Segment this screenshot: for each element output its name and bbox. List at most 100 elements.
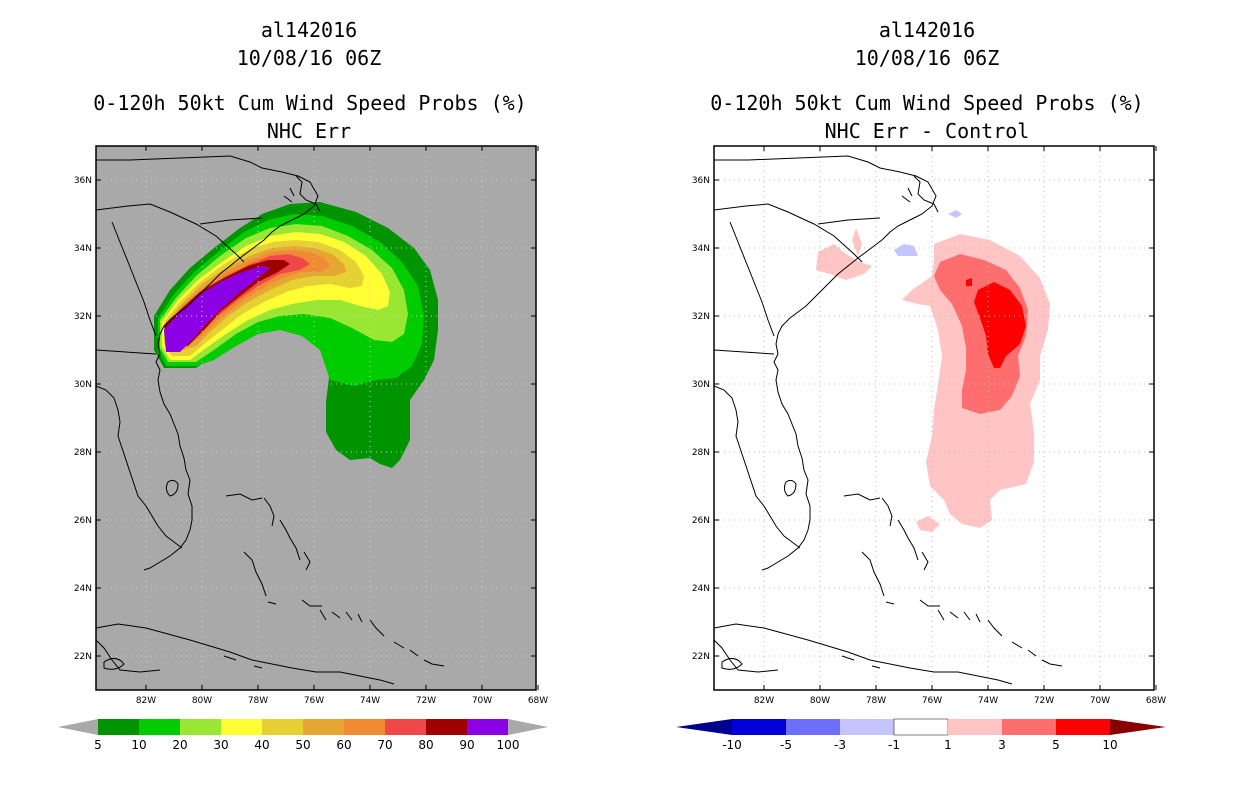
- left-datetime: 10/08/16 06Z: [236, 46, 382, 70]
- lat-label: 28N: [74, 448, 92, 458]
- lat-label: 32N: [74, 312, 92, 322]
- lon-label: 82W: [754, 696, 774, 706]
- colorbar-label: -10: [722, 738, 742, 752]
- colorbar-swatch: [180, 719, 221, 735]
- lat-label: 22N: [692, 652, 710, 662]
- lon-label: 80W: [192, 696, 212, 706]
- lon-label: 80W: [810, 696, 830, 706]
- left-gridlines: [96, 146, 536, 690]
- colorbar-swatch: [1002, 719, 1056, 735]
- colorbar-label: -5: [780, 738, 792, 752]
- lat-label: 34N: [692, 244, 710, 254]
- left-probability-contours: [154, 202, 438, 468]
- prob-contour-90: [164, 266, 270, 352]
- left-colorbar: 5 10 20 30 40 50 60 70 80 90 100: [58, 719, 548, 752]
- colorbar-end-triangle: [676, 719, 732, 735]
- diff-contour-neg: [894, 244, 918, 256]
- colorbar-label: -3: [834, 738, 846, 752]
- colorbar-label: 70: [377, 738, 392, 752]
- lon-label: 68W: [1146, 696, 1166, 706]
- left-subtitle: NHC Err: [266, 119, 352, 143]
- colorbar-swatch: [139, 719, 180, 735]
- lon-label: 72W: [416, 696, 436, 706]
- colorbar-label: 50: [295, 738, 310, 752]
- diff-contour-5-10: [974, 282, 1026, 368]
- left-map-frame: [95, 145, 537, 691]
- lon-label: 70W: [472, 696, 492, 706]
- right-ticks: [714, 146, 1157, 690]
- lon-label: 72W: [1034, 696, 1054, 706]
- lon-label: 78W: [866, 696, 886, 706]
- lat-label: 32N: [692, 312, 710, 322]
- diff-contour-5-10: [966, 278, 972, 286]
- colorbar-swatch: [303, 719, 344, 735]
- lon-label: 76W: [304, 696, 324, 706]
- colorbar-label: 30: [213, 738, 228, 752]
- left-storm-id: al142016: [260, 18, 358, 42]
- colorbar-label: 10: [131, 738, 146, 752]
- colorbar-swatch: [1056, 719, 1110, 735]
- lon-label: 74W: [978, 696, 998, 706]
- right-map: 82W 80W 78W 76W 74W 72W 70W 68W 36N 34N 32N 30N 28N 2…: [692, 145, 1166, 706]
- colorbar-label: 90: [459, 738, 474, 752]
- colorbar-end-triangle: [58, 719, 98, 735]
- lat-label: 28N: [692, 448, 710, 458]
- colorbar-swatch: [786, 719, 840, 735]
- colorbar-swatch: [426, 719, 467, 735]
- colorbar-label: 20: [172, 738, 187, 752]
- colorbar-swatch: [840, 719, 894, 735]
- left-axis-labels: 82W 80W 78W 76W 74W 72W 70W 68W 36N 34N 32N 30N 28N 2…: [74, 176, 548, 706]
- left-product-title: 0-120h 50kt Cum Wind Speed Probs (%): [93, 91, 527, 115]
- left-map: 82W 80W 78W 76W 74W 72W 70W 68W 36N 34N 32N 30N 28N 2…: [74, 145, 548, 706]
- lat-label: 22N: [74, 652, 92, 662]
- lat-label: 36N: [692, 176, 710, 186]
- lat-label: 30N: [692, 380, 710, 390]
- lon-label: 68W: [528, 696, 548, 706]
- diff-contour-1-3: [852, 228, 862, 256]
- colorbar-swatch: [344, 719, 385, 735]
- colorbar-label: 60: [336, 738, 351, 752]
- lon-label: 82W: [136, 696, 156, 706]
- colorbar-label: 5: [1052, 738, 1060, 752]
- right-axis-labels: 82W 80W 78W 76W 74W 72W 70W 68W 36N 34N 32N 30N 28N 2…: [692, 176, 1166, 706]
- lon-label: 78W: [248, 696, 268, 706]
- right-product-title: 0-120h 50kt Cum Wind Speed Probs (%): [710, 91, 1144, 115]
- lon-label: 74W: [360, 696, 380, 706]
- colorbar-swatch: [98, 719, 139, 735]
- lon-label: 76W: [922, 696, 942, 706]
- lat-label: 24N: [692, 584, 710, 594]
- diff-contour-1-3: [816, 244, 872, 280]
- left-ticks: [96, 146, 539, 690]
- diff-contour-neg: [948, 210, 962, 218]
- colorbar-label: 80: [418, 738, 433, 752]
- colorbar-end-triangle: [508, 719, 548, 735]
- right-datetime: 10/08/16 06Z: [854, 46, 1000, 70]
- lat-label: 26N: [74, 516, 92, 526]
- right-storm-id: al142016: [878, 18, 976, 42]
- colorbar-swatch: [467, 719, 508, 735]
- lat-label: 34N: [74, 244, 92, 254]
- lon-label: 70W: [1090, 696, 1110, 706]
- lat-label: 26N: [692, 516, 710, 526]
- colorbar-swatch: [948, 719, 1002, 735]
- colorbar-label: -1: [888, 738, 900, 752]
- colorbar-label: 1: [944, 738, 952, 752]
- colorbar-swatch: [893, 718, 949, 736]
- colorbar-swatch: [732, 719, 786, 735]
- colorbar-label: 3: [998, 738, 1006, 752]
- colorbar-swatch: [221, 719, 262, 735]
- lat-label: 36N: [74, 176, 92, 186]
- lat-label: 24N: [74, 584, 92, 594]
- right-subtitle: NHC Err - Control: [824, 119, 1030, 143]
- right-difference-contours: [816, 210, 1050, 532]
- colorbar-swatch: [385, 719, 426, 735]
- colorbar-label: 5: [94, 738, 102, 752]
- right-gridlines: [714, 146, 1154, 690]
- right-map-frame: [713, 145, 1155, 691]
- colorbar-label: 100: [497, 738, 520, 752]
- colorbar-end-triangle: [1110, 719, 1166, 735]
- colorbar-label: 10: [1102, 738, 1117, 752]
- lat-label: 30N: [74, 380, 92, 390]
- right-colorbar: -10 -5 -3 -1 1 3 5 10: [676, 718, 1166, 752]
